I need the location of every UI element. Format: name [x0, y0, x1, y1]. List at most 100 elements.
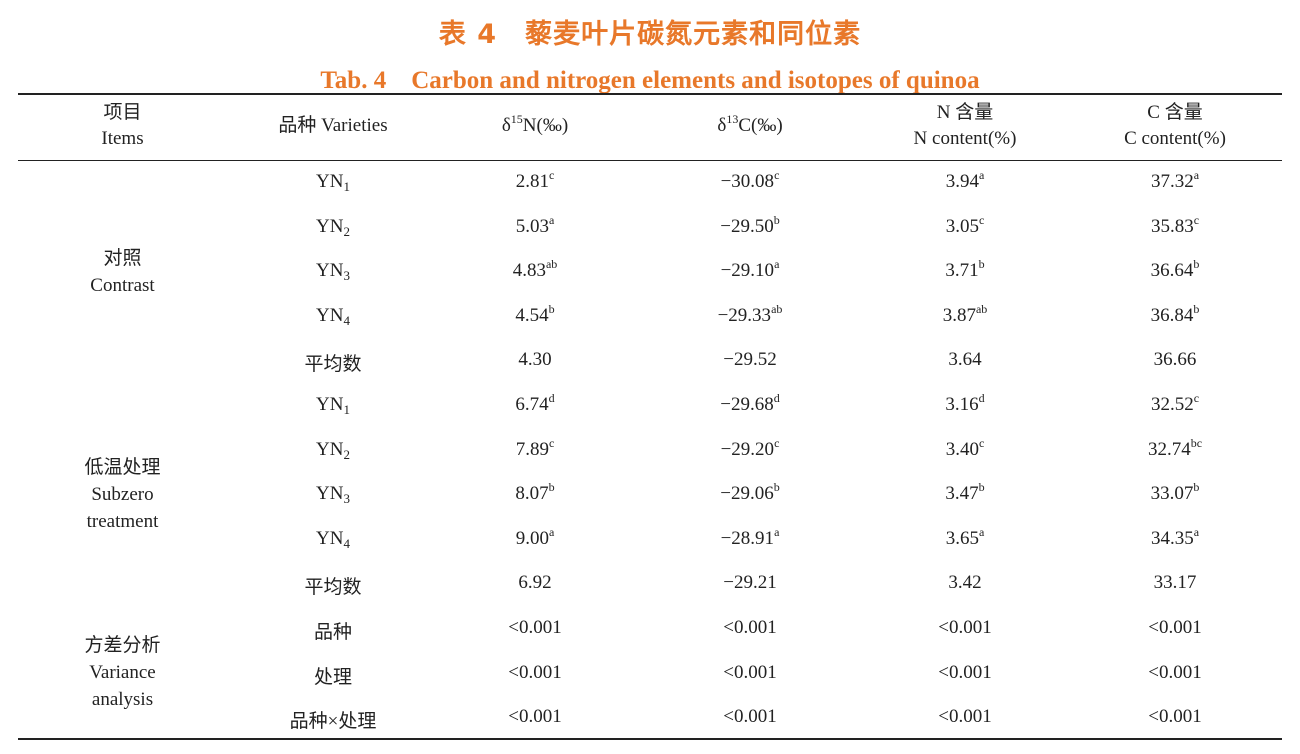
- variety-subscript: 2: [343, 446, 350, 462]
- variety-cell: 平均数: [233, 349, 433, 376]
- header-d13c-post: C(‰): [738, 115, 783, 136]
- value-cell: 36.64b: [1080, 257, 1270, 282]
- value-cell: <0.001: [870, 706, 1060, 728]
- variety-subscript: 1: [343, 402, 350, 417]
- variety-text: YN: [316, 438, 344, 460]
- table-title-chinese: 表 4 藜麦叶片碳氮元素和同位素: [438, 19, 862, 50]
- value-text: 37.32: [1150, 171, 1194, 192]
- group-line: 方差分析: [84, 635, 161, 656]
- value-text: −29.68: [720, 394, 774, 415]
- value-cell: 33.07b: [1080, 481, 1270, 505]
- value-cell: −29.33ab: [660, 303, 840, 327]
- group-variance-analysis: 方差分析 Variance analysis: [40, 632, 205, 713]
- value-cell: 37.32a: [1080, 169, 1270, 193]
- significance-letter: a: [978, 168, 985, 182]
- group-line: 对照: [103, 248, 142, 269]
- header-d13c-pre: δ: [717, 115, 727, 136]
- significance-letter: a: [1193, 524, 1200, 539]
- variety-cell: 处理: [233, 662, 433, 689]
- variety-cell: YN1: [233, 171, 433, 193]
- value-cell: 4.30: [445, 349, 625, 371]
- value-cell: <0.001: [660, 706, 840, 728]
- value-cell: −28.91a: [660, 526, 840, 550]
- significance-letter: a: [548, 212, 555, 227]
- value-cell: −29.68d: [660, 391, 840, 416]
- value-cell: −29.52: [660, 349, 840, 371]
- value-text: 33.17: [1153, 572, 1197, 594]
- header-n-content-en: N content(%): [913, 128, 1017, 149]
- value-cell: 33.17: [1080, 572, 1270, 594]
- value-cell: 3.16d: [870, 391, 1060, 416]
- significance-letter: b: [1193, 257, 1200, 272]
- header-c-content-en: C content(%): [1124, 128, 1226, 149]
- value-text: 3.64: [948, 349, 982, 371]
- group-subzero-treatment: 低温处理 Subzero treatment: [40, 454, 205, 535]
- header-d15n-pre: δ: [501, 115, 511, 136]
- group-line: 低温处理: [84, 457, 161, 478]
- value-text: 36.84: [1150, 304, 1194, 326]
- significance-letter: c: [1193, 212, 1200, 227]
- value-cell: 2.81c: [445, 168, 625, 193]
- value-cell: 3.65a: [870, 526, 1060, 550]
- significance-letter: b: [1193, 301, 1200, 316]
- value-text: <0.001: [1148, 706, 1202, 728]
- value-cell: 3.64: [870, 349, 1060, 371]
- group-line: treatment: [86, 511, 159, 532]
- value-cell: −29.10a: [660, 258, 840, 282]
- value-cell: 5.03a: [445, 212, 625, 238]
- value-text: <0.001: [508, 661, 562, 683]
- value-cell: 7.89c: [445, 435, 625, 461]
- header-d15n-sup: 15: [510, 112, 523, 126]
- variety-subscript: 2: [343, 223, 350, 239]
- value-text: −29.10: [720, 260, 775, 282]
- group-contrast: 对照 Contrast: [40, 245, 205, 299]
- significance-letter: ab: [975, 301, 988, 316]
- significance-letter: b: [978, 257, 985, 272]
- value-cell: 36.84b: [1080, 301, 1270, 327]
- variety-cell: YN1: [233, 394, 433, 416]
- value-text: 3.16: [945, 394, 979, 415]
- value-text: 32.74: [1147, 438, 1191, 460]
- value-text: 34.35: [1150, 527, 1194, 549]
- value-text: 2.81: [515, 171, 549, 192]
- header-items-en: Items: [101, 128, 144, 149]
- top-rule: [18, 93, 1282, 95]
- value-cell: <0.001: [1080, 662, 1270, 684]
- variety-subscript: 3: [343, 491, 350, 507]
- group-line: Subzero: [91, 484, 154, 505]
- significance-letter: c: [774, 435, 780, 450]
- significance-letter: b: [548, 480, 555, 495]
- significance-letter: c: [548, 435, 555, 450]
- header-d13c-sup: 13: [726, 112, 739, 126]
- table-title-english: Tab. 4 Carbon and nitrogen elements and …: [320, 67, 980, 94]
- value-text: 7.89: [515, 438, 549, 460]
- value-text: 32.52: [1150, 394, 1194, 415]
- value-cell: <0.001: [660, 662, 840, 684]
- variety-text: 处理: [313, 666, 352, 688]
- significance-letter: d: [978, 391, 985, 405]
- variety-text: 品种×处理: [289, 711, 377, 733]
- significance-letter: b: [978, 480, 985, 495]
- value-cell: 6.92: [445, 572, 625, 594]
- significance-letter: c: [548, 168, 555, 182]
- value-text: 3.47: [945, 483, 979, 505]
- header-d13c: δ13C(‰): [660, 113, 840, 139]
- value-text: <0.001: [508, 706, 562, 728]
- significance-letter: d: [773, 391, 780, 405]
- value-text: <0.001: [1148, 617, 1202, 638]
- value-text: 36.64: [1150, 260, 1194, 282]
- value-cell: <0.001: [445, 617, 625, 639]
- value-cell: −30.08c: [660, 169, 840, 193]
- value-text: <0.001: [938, 661, 992, 683]
- value-cell: 9.00a: [445, 526, 625, 550]
- header-d15n-post: N(‰): [522, 115, 569, 136]
- value-text: 3.42: [948, 572, 982, 594]
- variety-text: YN: [316, 527, 344, 549]
- value-text: <0.001: [723, 617, 777, 638]
- value-text: 8.07: [515, 483, 549, 505]
- header-n-content-zh: N 含量: [936, 102, 994, 123]
- header-items: 项目 Items: [40, 100, 205, 152]
- value-text: −28.91: [720, 527, 775, 549]
- header-rule: [18, 160, 1282, 161]
- value-cell: 4.83ab: [445, 258, 625, 282]
